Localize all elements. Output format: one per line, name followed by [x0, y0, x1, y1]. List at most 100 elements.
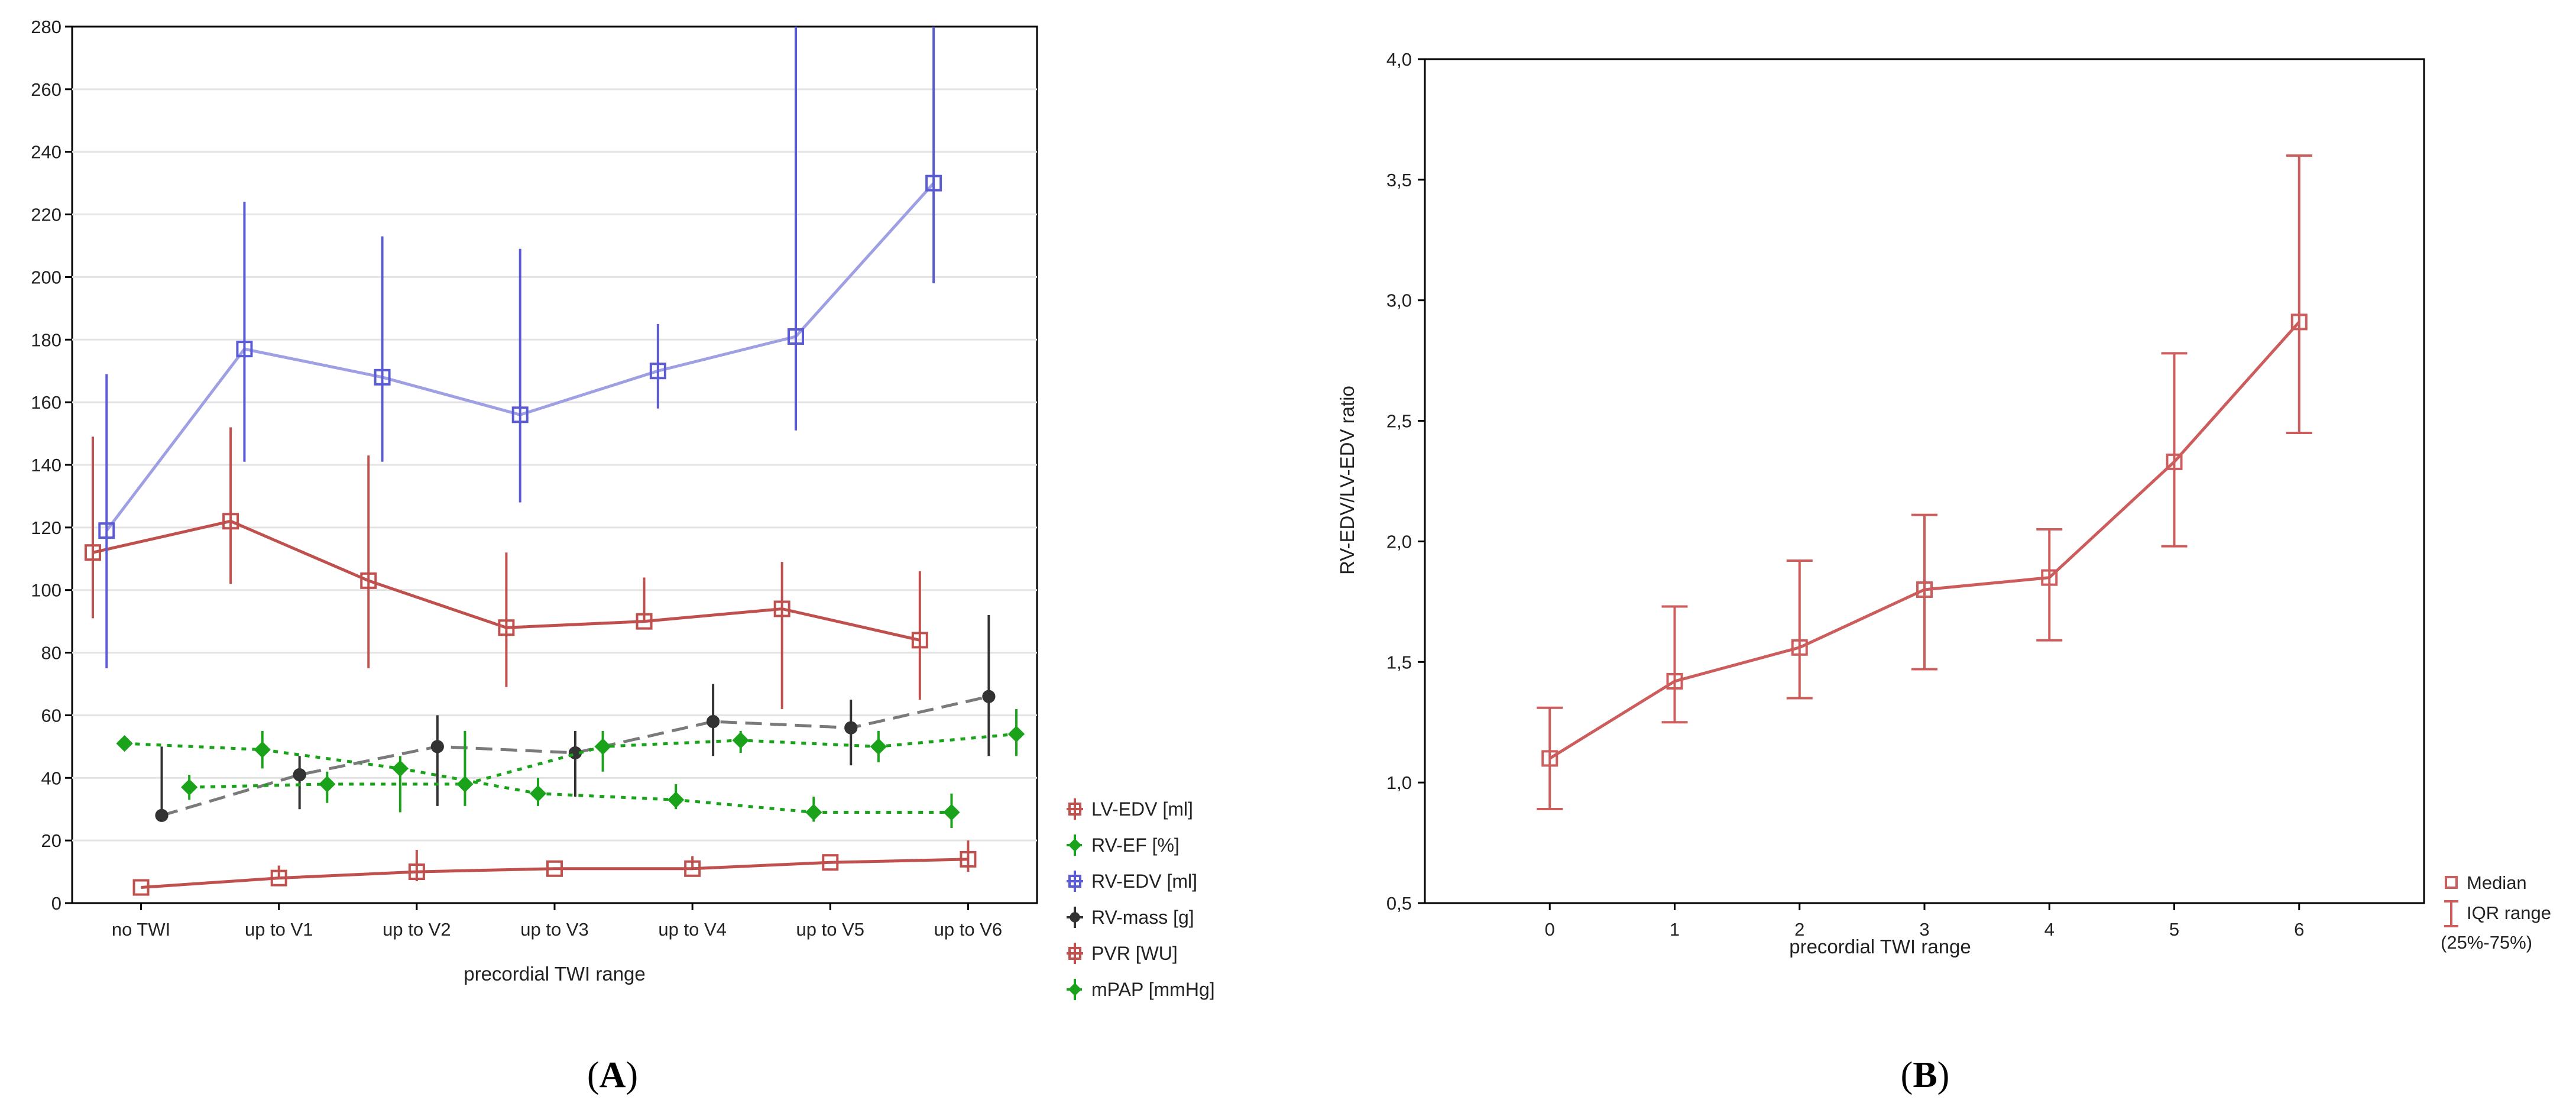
- panel-label-a-open: (: [587, 1055, 600, 1095]
- chart-a-y-tick-label: 20: [41, 830, 61, 851]
- chart-b-series: [1537, 154, 2312, 810]
- chart-a-legend-marker-lv_edv: [1068, 803, 1081, 816]
- chart-a-x-tick-label: up to V2: [383, 919, 451, 940]
- chart-a-series-rv_ef: [116, 730, 960, 828]
- chart-b-y-tick-label: 0,5: [1386, 893, 1412, 914]
- chart-b-y-tick-label: 4,0: [1386, 49, 1412, 70]
- chart-b-point: [1791, 639, 1808, 656]
- chart-a-y-tick-label: 280: [31, 17, 61, 37]
- chart-a-legend-marker-rv_edv: [1068, 875, 1081, 888]
- panel-label-a-letter: A: [600, 1055, 626, 1095]
- chart-a-y-tick-label: 200: [31, 267, 61, 287]
- chart-a-x-tick-label: no TWI: [112, 919, 170, 940]
- chart-a-point-lv_edv: [498, 619, 515, 636]
- chart-b-y-tick-label: 1,0: [1386, 772, 1412, 793]
- chart-a-series-mpap: [181, 709, 1025, 806]
- chart-a-y-tick-label: 0: [51, 893, 61, 914]
- chart-b-y-tick-label: 2,5: [1386, 411, 1412, 432]
- chart-a-x-tick-label: up to V5: [796, 919, 864, 940]
- chart-a-point-rv_mass: [293, 768, 306, 782]
- chart-a-series-rv_edv: [98, 27, 942, 669]
- chart-b-legend-iqr-range: (25%-75%): [2441, 932, 2532, 953]
- chart-a-y-tick-label: 120: [31, 517, 61, 538]
- chart-a-series-rv_mass: [155, 615, 996, 822]
- chart-a-point-rv_ef: [254, 741, 271, 758]
- chart-a-point-rv_ef: [391, 760, 409, 777]
- chart-a-point-mpap: [732, 732, 749, 749]
- chart-a-legend-marker-rv_ef: [1068, 838, 1082, 852]
- chart-a-point-rv_edv: [925, 174, 942, 192]
- chart-a-line-pvr: [141, 858, 968, 889]
- chart-a-point-rv_edv: [511, 406, 529, 423]
- chart-a-point-rv_ef: [529, 785, 547, 802]
- chart-a-legend-marker-rv_mass: [1070, 912, 1080, 923]
- chart-b-x-tick-label: 0: [1545, 919, 1555, 940]
- chart-a: 020406080100120140160180200220240260280 …: [31, 17, 1215, 1000]
- chart-b: 0,5 1,0 1,5 2,0 2,5 3,0 3,5 4,0 0 1 2 3 4 5 6 precord…: [1336, 49, 2551, 958]
- chart-a-y-tick-label: 100: [31, 580, 61, 601]
- chart-a-series-pvr: [132, 840, 977, 896]
- chart-a-legend: LV-EDV [ml] RV-EF [%] RV-EDV [ml] RV-mass […: [1067, 798, 1215, 1000]
- chart-a-legend-label-rv_mass: RV-mass [g]: [1091, 907, 1194, 928]
- chart-a-point-pvr: [960, 850, 977, 868]
- chart-b-x-tick-label: 3: [1919, 919, 1929, 940]
- chart-b-point: [1541, 750, 1558, 767]
- chart-a-point-rv_mass: [844, 721, 858, 735]
- chart-b-x-axis-label: precordial TWI range: [1789, 936, 1971, 958]
- chart-a-point-mpap: [870, 738, 887, 755]
- panel-label-a-close: ): [626, 1055, 638, 1095]
- chart-a-x-tick-label: up to V1: [245, 919, 313, 940]
- chart-b-x-tick-label: 5: [2169, 919, 2179, 940]
- chart-a-point-rv_ef: [116, 735, 133, 752]
- chart-a-x-tick-label: up to V4: [658, 919, 726, 940]
- chart-a-legend-label-mpap: mPAP [mmHg]: [1091, 979, 1215, 1000]
- chart-a-point-rv_edv: [649, 363, 666, 380]
- chart-b-point: [2290, 313, 2308, 331]
- chart-a-point-rv_mass: [155, 808, 169, 822]
- chart-a-point-pvr: [684, 860, 701, 877]
- chart-a-legend-marker-pvr: [1068, 947, 1081, 960]
- chart-b-point: [1666, 672, 1683, 690]
- chart-b-x-tick-label: 4: [2044, 919, 2055, 940]
- chart-a-point-mpap: [1007, 726, 1025, 743]
- chart-a-point-rv_ef: [668, 791, 685, 808]
- chart-a-y-tick-label: 160: [31, 392, 61, 413]
- chart-a-point-rv_edv: [374, 368, 391, 386]
- chart-a-point-pvr: [132, 879, 150, 896]
- chart-a-series-lv_edv: [84, 427, 928, 709]
- chart-a-x-tick-label: up to V6: [934, 919, 1002, 940]
- chart-a-point-rv_ef: [805, 804, 822, 821]
- chart-a-x-axis-label: precordial TWI range: [464, 963, 646, 985]
- chart-a-point-lv_edv: [84, 544, 101, 561]
- chart-a-point-pvr: [270, 869, 287, 887]
- chart-a-legend-label-pvr: PVR [WU]: [1091, 943, 1178, 964]
- chart-b-y-tick-label: 1,5: [1386, 652, 1412, 672]
- chart-a-point-rv_edv: [236, 341, 253, 358]
- chart-a-legend-marker-mpap: [1068, 982, 1082, 997]
- chart-b-x-axis: 0 1 2 3 4 5 6: [1545, 903, 2304, 940]
- chart-a-point-lv_edv: [773, 600, 790, 617]
- chart-a-y-tick-label: 240: [31, 142, 61, 163]
- chart-b-legend-iqr-label: IQR range: [2467, 902, 2551, 923]
- chart-b-legend: Median IQR range (25%-75%): [2441, 872, 2551, 953]
- chart-a-point-rv_mass: [430, 740, 444, 753]
- chart-a-point-pvr: [822, 854, 839, 871]
- chart-a-point-pvr: [546, 860, 563, 877]
- chart-a-point-rv_mass: [707, 714, 720, 729]
- chart-b-x-tick-label: 1: [1670, 919, 1680, 940]
- chart-a-y-tick-label: 40: [41, 768, 61, 788]
- chart-b-y-tick-label: 2,0: [1386, 531, 1412, 552]
- chart-b-plot-frame: [1424, 58, 2425, 904]
- chart-a-y-tick-label: 260: [31, 79, 61, 100]
- chart-a-y-tick-label: 180: [31, 329, 61, 350]
- chart-a-point-rv_mass: [982, 690, 996, 703]
- chart-b-y-axis: 0,5 1,0 1,5 2,0 2,5 3,0 3,5 4,0: [1386, 49, 1425, 914]
- chart-b-series-ratio: [1537, 154, 2312, 810]
- chart-a-y-tick-label: 140: [31, 455, 61, 475]
- panel-label-b-open: (: [1901, 1055, 1913, 1095]
- chart-a-point-mpap: [594, 738, 611, 755]
- chart-b-y-tick-label: 3,0: [1386, 290, 1412, 311]
- chart-b-point: [2166, 453, 2183, 470]
